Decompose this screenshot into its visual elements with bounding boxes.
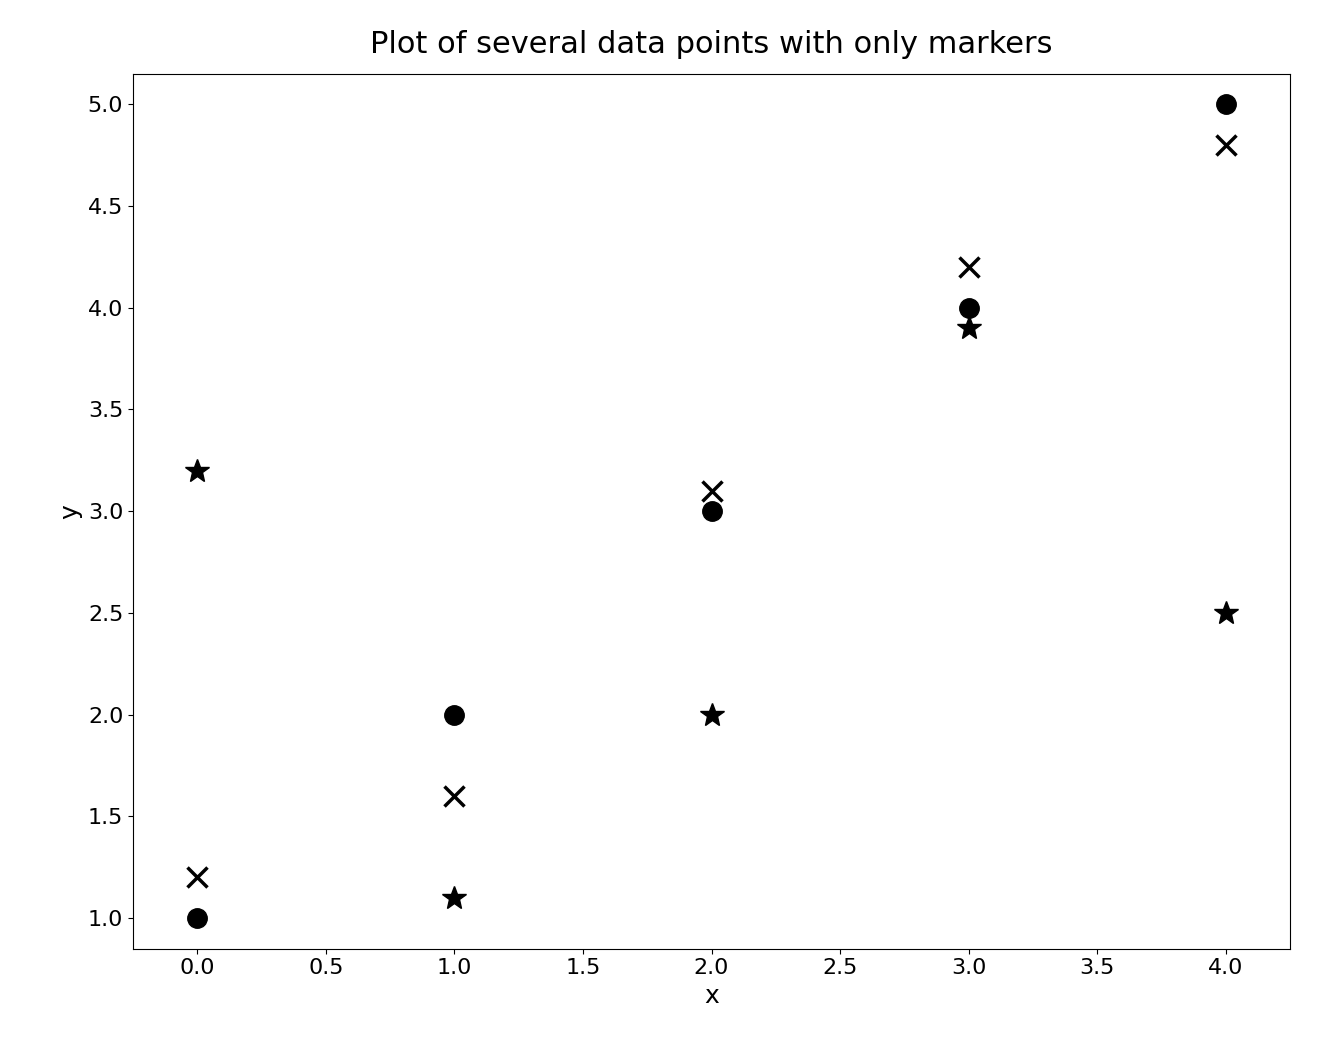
- Y-axis label: y: y: [59, 504, 82, 519]
- X-axis label: x: x: [704, 983, 720, 1008]
- Title: Plot of several data points with only markers: Plot of several data points with only ma…: [370, 30, 1053, 59]
